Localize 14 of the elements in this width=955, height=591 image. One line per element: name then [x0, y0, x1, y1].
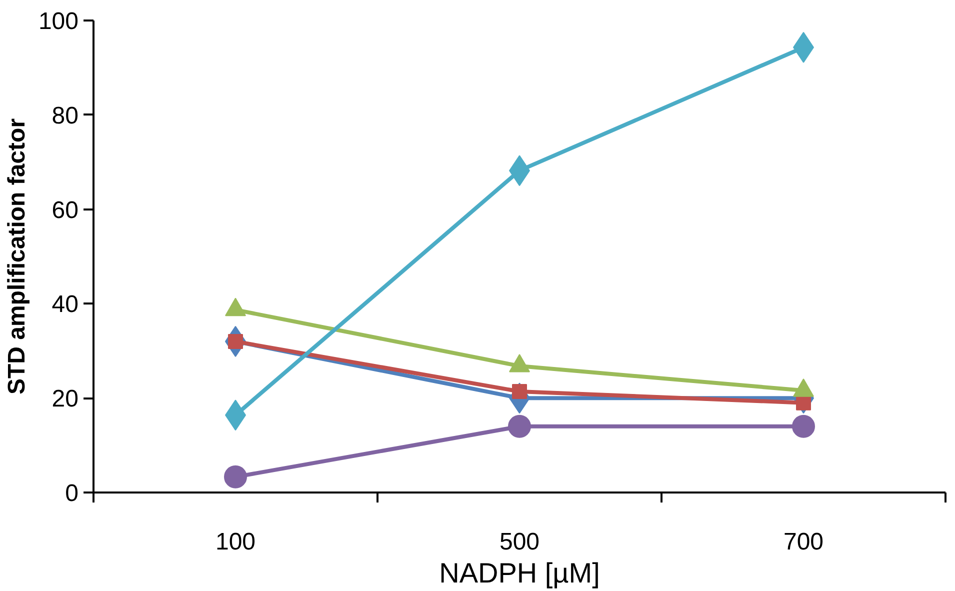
point: [224, 465, 247, 488]
y-tick-label: 80: [52, 102, 79, 130]
y-tick-label: 20: [52, 386, 79, 413]
y-tick-label: 100: [38, 8, 79, 35]
point: [792, 414, 815, 438]
y-tick-label: 0: [65, 480, 79, 507]
x-tick-label: 500: [499, 528, 540, 556]
y-tick-label: 60: [52, 196, 79, 224]
y-tick-label: 40: [52, 291, 79, 318]
y-axis-title: STD amplification factor: [3, 118, 30, 395]
point: [508, 414, 531, 438]
x-tick-label: 100: [215, 528, 256, 556]
x-tick-label: 700: [783, 528, 824, 556]
x-axis-title: NADPH [µM]: [439, 558, 600, 588]
